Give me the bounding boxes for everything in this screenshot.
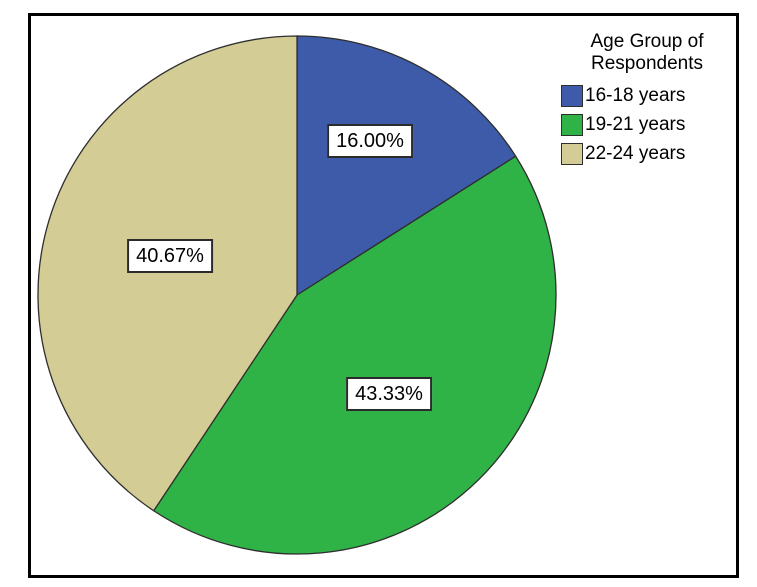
legend-swatch-16-18	[561, 84, 583, 107]
legend-title-line2: Respondents	[591, 53, 703, 74]
legend-item-19-21: 19-21 years	[561, 110, 733, 139]
legend-item-22-24: 22-24 years	[561, 139, 733, 168]
slice-label-19-21: 43.33%	[346, 377, 432, 411]
slice-label-16-18: 16.00%	[327, 124, 413, 158]
slice-label-22-24: 40.67%	[127, 239, 213, 273]
pie-chart	[37, 35, 557, 555]
legend-title-line1: Age Group of	[590, 31, 704, 52]
legend-item-16-18: 16-18 years	[561, 81, 733, 110]
legend-title: Age Group of Respondents	[561, 31, 733, 75]
pie-slice-22-24 years	[37, 35, 298, 512]
legend-item-label: 16-18 years	[585, 84, 686, 106]
legend-swatch-19-21	[561, 113, 583, 136]
legend: Age Group of Respondents 16-18 years 19-…	[561, 31, 733, 168]
pie-slice-16-18 years	[296, 35, 517, 297]
chart-frame: 16.00% 43.33% 40.67% Age Group of Respon…	[28, 13, 739, 578]
legend-item-label: 19-21 years	[585, 113, 686, 135]
legend-swatch-22-24	[561, 142, 583, 165]
legend-item-label: 22-24 years	[585, 142, 686, 164]
pie-slice-19-21 years	[152, 155, 557, 555]
